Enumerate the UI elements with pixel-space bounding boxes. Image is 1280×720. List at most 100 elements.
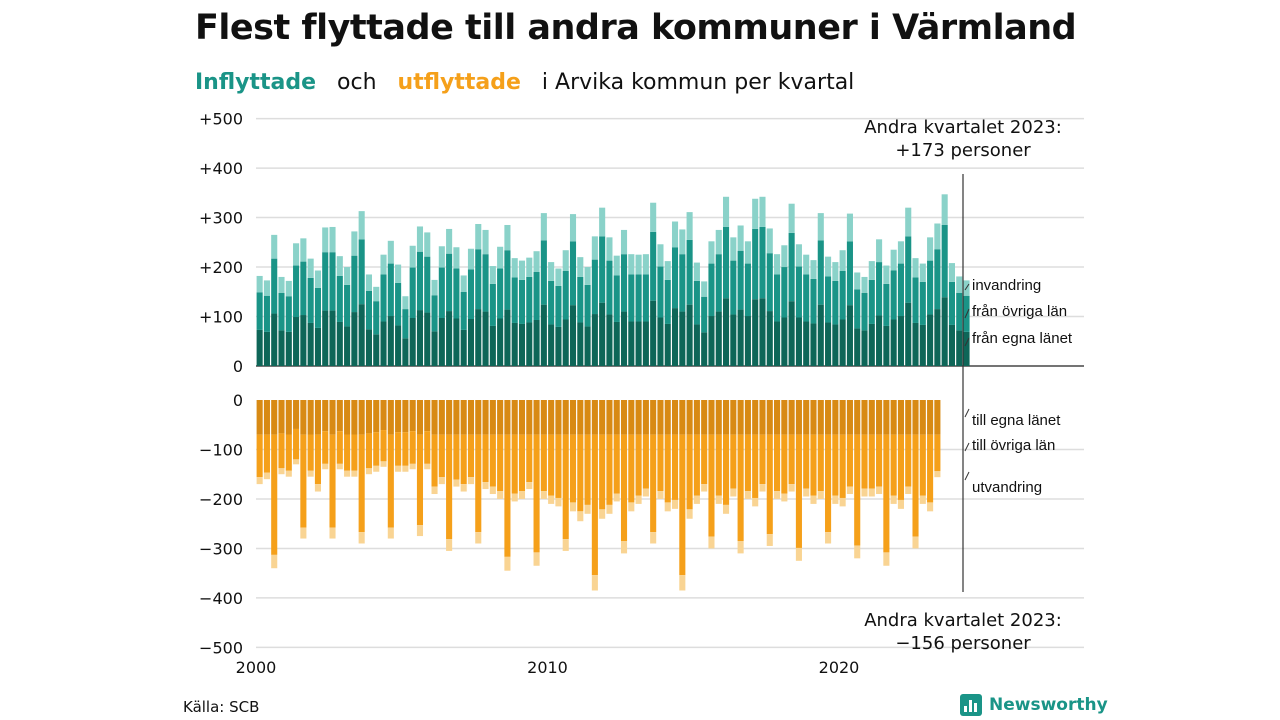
bar-in-other-counties bbox=[322, 252, 329, 311]
bar-in-other-counties bbox=[358, 239, 365, 305]
bar-out-emigration bbox=[876, 486, 883, 495]
bar-in-own-county bbox=[424, 312, 431, 366]
bar-out-own-county bbox=[679, 400, 686, 435]
bar-out-emigration bbox=[577, 511, 584, 522]
bar-in-other-counties bbox=[285, 296, 292, 332]
bar-out-other-counties bbox=[715, 434, 722, 496]
bar-in-immigration bbox=[606, 237, 613, 261]
bar-out-own-county bbox=[373, 400, 380, 433]
bar-out-own-county bbox=[620, 400, 628, 435]
bar-in-immigration bbox=[431, 279, 438, 296]
bar-out-emigration bbox=[642, 488, 649, 497]
bar-out-emigration bbox=[628, 502, 635, 512]
bar-in-immigration bbox=[679, 229, 686, 255]
bar-out-emigration bbox=[825, 532, 832, 544]
bar-out-emigration bbox=[380, 461, 387, 467]
bar-out-emigration bbox=[518, 491, 526, 499]
bar-out-other-counties bbox=[526, 434, 533, 483]
bar-out-other-counties bbox=[876, 434, 883, 487]
bar-out-other-counties bbox=[730, 434, 737, 489]
bar-out-own-county bbox=[883, 400, 890, 435]
bar-out-own-county bbox=[737, 400, 744, 435]
bar-out-other-counties bbox=[650, 434, 657, 533]
bar-out-emigration bbox=[817, 491, 824, 499]
newsworthy-logo[interactable]: Newsworthy bbox=[960, 694, 1108, 716]
bar-in-immigration bbox=[569, 214, 577, 242]
bar-in-own-county bbox=[693, 324, 700, 366]
bar-out-own-county bbox=[540, 400, 547, 435]
bar-out-emigration bbox=[562, 539, 569, 551]
y-tick-label: −200 bbox=[199, 490, 243, 509]
bar-in-immigration bbox=[271, 234, 278, 259]
bar-out-other-counties bbox=[577, 434, 584, 512]
bar-out-emigration bbox=[256, 477, 263, 485]
bar-out-own-county bbox=[788, 400, 795, 435]
bar-out-other-counties bbox=[861, 434, 868, 489]
bar-out-own-county bbox=[854, 400, 861, 435]
bar-out-other-counties bbox=[832, 434, 839, 496]
bar-in-immigration bbox=[591, 236, 598, 260]
bar-out-emigration bbox=[664, 502, 671, 512]
bar-out-emigration bbox=[475, 532, 482, 544]
bar-in-own-county bbox=[752, 299, 759, 366]
bar-out-own-county bbox=[934, 400, 941, 435]
bar-out-other-counties bbox=[679, 434, 686, 576]
bar-in-own-county bbox=[861, 330, 868, 366]
bar-out-emigration bbox=[781, 493, 788, 502]
bar-out-emigration bbox=[438, 477, 445, 485]
bar-in-immigration bbox=[263, 280, 270, 296]
bar-out-other-counties bbox=[533, 434, 540, 553]
bar-in-other-counties bbox=[628, 274, 635, 322]
bar-in-immigration bbox=[752, 198, 759, 229]
bar-in-own-county bbox=[467, 318, 475, 366]
bar-out-other-counties bbox=[293, 428, 300, 460]
bar-in-other-counties bbox=[387, 263, 394, 317]
bar-in-immigration bbox=[424, 232, 431, 257]
bar-out-own-county bbox=[708, 400, 715, 435]
bar-out-emigration bbox=[307, 470, 314, 477]
bar-in-immigration bbox=[650, 202, 657, 232]
bar-out-own-county bbox=[278, 400, 285, 434]
bar-out-emigration bbox=[373, 465, 380, 472]
bar-in-own-county bbox=[329, 310, 336, 366]
bar-out-emigration bbox=[613, 493, 620, 502]
bar-out-own-county bbox=[511, 400, 518, 435]
bar-in-own-county bbox=[482, 311, 489, 366]
y-tick-label: +200 bbox=[199, 258, 243, 277]
bar-in-own-county bbox=[613, 321, 620, 366]
bar-out-other-counties bbox=[774, 434, 781, 492]
bar-in-immigration bbox=[861, 276, 868, 293]
bar-out-own-county bbox=[832, 400, 839, 435]
legend-leader bbox=[964, 442, 970, 452]
bar-out-own-county bbox=[817, 400, 824, 435]
bar-in-own-county bbox=[409, 318, 416, 366]
bar-out-own-county bbox=[613, 400, 620, 435]
bar-out-other-counties bbox=[300, 434, 307, 528]
bar-in-immigration bbox=[766, 228, 773, 254]
bar-out-emigration bbox=[591, 575, 598, 591]
bar-in-immigration bbox=[927, 237, 934, 261]
bar-in-own-county bbox=[358, 304, 365, 366]
bar-out-own-county bbox=[475, 400, 482, 435]
bar-in-other-counties bbox=[810, 278, 817, 324]
bar-in-immigration bbox=[941, 194, 948, 225]
bar-in-other-counties bbox=[664, 279, 671, 324]
bar-in-other-counties bbox=[467, 269, 475, 319]
bar-in-immigration bbox=[708, 241, 715, 264]
y-tick-label: −100 bbox=[199, 440, 243, 459]
bar-in-own-county bbox=[489, 325, 496, 366]
bar-out-emigration bbox=[671, 499, 679, 509]
bar-in-own-county bbox=[518, 323, 526, 366]
bar-in-immigration bbox=[497, 246, 504, 269]
bar-out-other-counties bbox=[518, 434, 526, 492]
bar-in-other-counties bbox=[402, 309, 409, 339]
bar-out-own-county bbox=[628, 400, 635, 435]
bar-out-emigration bbox=[584, 504, 591, 514]
bar-in-own-county bbox=[912, 322, 919, 366]
bar-in-other-counties bbox=[271, 258, 278, 314]
bar-out-own-county bbox=[467, 400, 475, 435]
bar-in-own-county bbox=[548, 324, 555, 366]
y-tick-label: −400 bbox=[199, 589, 243, 608]
bar-in-own-county bbox=[569, 305, 577, 366]
bar-out-emigration bbox=[278, 468, 285, 475]
